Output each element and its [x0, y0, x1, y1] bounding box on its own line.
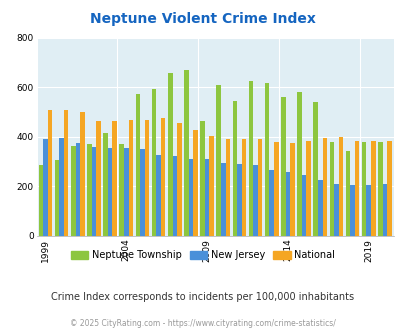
- Bar: [273, 142, 278, 236]
- Bar: [253, 165, 257, 236]
- Bar: [168, 73, 172, 236]
- Bar: [382, 184, 386, 236]
- Bar: [290, 143, 294, 236]
- Bar: [209, 136, 213, 236]
- Bar: [172, 156, 177, 236]
- Bar: [232, 101, 237, 236]
- Bar: [296, 92, 301, 236]
- Bar: [280, 97, 285, 236]
- Bar: [188, 159, 193, 236]
- Bar: [108, 148, 112, 236]
- Bar: [177, 123, 181, 236]
- Bar: [370, 141, 375, 236]
- Bar: [156, 155, 160, 236]
- Bar: [333, 184, 338, 236]
- Bar: [200, 121, 205, 236]
- Bar: [193, 130, 197, 236]
- Bar: [92, 147, 96, 236]
- Bar: [184, 70, 188, 236]
- Bar: [205, 159, 209, 236]
- Bar: [96, 121, 100, 236]
- Bar: [361, 142, 366, 236]
- Bar: [59, 138, 64, 236]
- Bar: [377, 142, 382, 236]
- Bar: [216, 85, 220, 236]
- Bar: [80, 112, 84, 236]
- Bar: [220, 163, 225, 236]
- Bar: [350, 185, 354, 236]
- Text: Neptune Violent Crime Index: Neptune Violent Crime Index: [90, 12, 315, 25]
- Bar: [38, 165, 43, 236]
- Bar: [140, 149, 144, 236]
- Bar: [151, 89, 156, 236]
- Bar: [112, 121, 117, 236]
- Bar: [75, 143, 80, 236]
- Bar: [64, 110, 68, 236]
- Bar: [43, 139, 47, 236]
- Text: Crime Index corresponds to incidents per 100,000 inhabitants: Crime Index corresponds to incidents per…: [51, 292, 354, 302]
- Bar: [144, 120, 149, 236]
- Bar: [160, 118, 165, 236]
- Bar: [329, 142, 333, 236]
- Legend: Neptune Township, New Jersey, National: Neptune Township, New Jersey, National: [66, 246, 339, 264]
- Bar: [306, 141, 310, 236]
- Bar: [47, 110, 52, 236]
- Bar: [135, 94, 140, 236]
- Bar: [313, 102, 317, 236]
- Bar: [386, 141, 391, 236]
- Bar: [241, 139, 245, 236]
- Bar: [248, 81, 253, 236]
- Bar: [301, 175, 306, 236]
- Bar: [285, 172, 290, 236]
- Bar: [237, 164, 241, 236]
- Bar: [119, 145, 124, 236]
- Bar: [317, 180, 322, 236]
- Bar: [103, 133, 108, 236]
- Bar: [366, 185, 370, 236]
- Bar: [225, 139, 230, 236]
- Bar: [269, 170, 273, 236]
- Bar: [354, 141, 358, 236]
- Bar: [128, 120, 133, 236]
- Bar: [338, 137, 342, 236]
- Bar: [55, 160, 59, 236]
- Bar: [257, 139, 262, 236]
- Bar: [322, 138, 326, 236]
- Bar: [124, 148, 128, 236]
- Bar: [264, 82, 269, 236]
- Bar: [71, 146, 75, 236]
- Bar: [87, 145, 92, 236]
- Text: © 2025 CityRating.com - https://www.cityrating.com/crime-statistics/: © 2025 CityRating.com - https://www.city…: [70, 319, 335, 328]
- Bar: [345, 150, 350, 236]
